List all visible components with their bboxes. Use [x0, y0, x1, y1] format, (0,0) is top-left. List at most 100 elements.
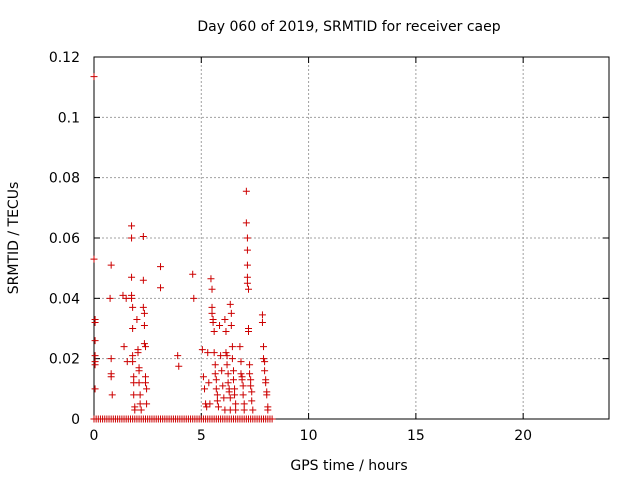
data-point	[129, 358, 137, 366]
data-point	[236, 343, 244, 351]
x-tick-label: 0	[90, 428, 99, 444]
data-point	[247, 382, 255, 390]
data-point	[157, 284, 165, 292]
data-point	[134, 349, 142, 357]
data-point	[140, 321, 148, 329]
data-point	[263, 391, 271, 399]
data-point	[107, 261, 115, 269]
data-point	[129, 303, 137, 311]
data-point	[237, 370, 245, 378]
y-tick-label: 0.04	[49, 291, 80, 307]
data-point	[219, 382, 227, 390]
y-tick-label: 0.1	[58, 110, 80, 126]
data-point	[130, 373, 138, 381]
data-point	[227, 321, 235, 329]
data-point	[91, 385, 99, 393]
data-point	[246, 370, 254, 378]
data-point	[210, 328, 218, 336]
data-point	[107, 373, 115, 381]
x-tick-label: 15	[407, 428, 425, 444]
data-point	[242, 219, 250, 227]
data-point	[133, 315, 141, 323]
data-point	[213, 391, 221, 399]
data-point	[91, 337, 99, 345]
data-point	[226, 394, 234, 402]
data-point	[261, 358, 269, 366]
data-point	[128, 273, 136, 281]
x-tick-label: 20	[514, 428, 532, 444]
data-point	[135, 379, 143, 387]
data-point	[157, 263, 165, 271]
data-point	[131, 406, 139, 414]
data-point	[90, 73, 98, 81]
data-point	[90, 415, 98, 423]
y-tick-label: 0.06	[49, 231, 80, 247]
data-point	[231, 391, 239, 399]
data-point	[225, 388, 233, 396]
data-point	[240, 400, 248, 408]
data-point	[207, 275, 215, 283]
data-point	[129, 352, 137, 360]
data-point	[140, 309, 148, 317]
data-point	[248, 388, 256, 396]
data-point	[247, 376, 255, 384]
data-point	[135, 367, 143, 375]
data-point	[198, 346, 206, 354]
x-tick-label: 10	[300, 428, 318, 444]
data-point	[216, 321, 224, 329]
y-axis-label: SRMTID / TECUs	[6, 182, 22, 295]
data-point	[91, 352, 99, 360]
grid-lines	[94, 57, 609, 419]
data-point	[227, 309, 235, 317]
data-point	[229, 367, 237, 375]
data-point	[190, 294, 198, 302]
data-point	[142, 373, 149, 381]
data-point	[91, 361, 99, 369]
data-point	[212, 376, 220, 384]
data-point	[143, 385, 151, 393]
data-point	[260, 343, 268, 351]
data-point	[130, 391, 138, 399]
data-point	[246, 361, 254, 369]
data-point	[245, 285, 252, 293]
chart-title: Day 060 of 2019, SRMTID for receiver cae…	[197, 19, 500, 35]
data-point	[140, 340, 148, 348]
data-point	[258, 311, 266, 319]
data-point	[206, 400, 214, 408]
data-point	[239, 382, 247, 390]
y-tick-label: 0.12	[49, 50, 80, 66]
data-point	[136, 391, 144, 399]
data-point	[142, 379, 149, 387]
data-point	[214, 403, 222, 411]
data-point	[213, 397, 221, 405]
data-point	[143, 400, 151, 408]
x-tick-label: 5	[197, 428, 206, 444]
data-point	[258, 318, 266, 326]
data-point	[211, 370, 219, 378]
data-point	[238, 376, 246, 384]
data-point	[228, 355, 236, 363]
data-point	[261, 367, 269, 375]
y-tick-label: 0.02	[49, 352, 80, 368]
y-tick-label: 0	[71, 412, 80, 428]
data-point	[91, 318, 99, 326]
data-point	[229, 376, 237, 384]
data-point	[220, 394, 228, 402]
data-point	[222, 349, 230, 357]
data-point	[268, 415, 276, 423]
data-point	[237, 358, 245, 366]
data-point	[204, 349, 212, 357]
axis-ticks: 0 5 10 15 20 0 0.02 0.04 0.06 0.08 0.1 0.12	[49, 50, 609, 444]
data-point	[243, 279, 251, 287]
data-point	[223, 352, 231, 360]
data-point	[242, 187, 250, 195]
data-point	[264, 406, 272, 414]
data-point	[218, 367, 226, 375]
data-point	[119, 291, 127, 299]
data-point	[128, 294, 136, 302]
data-point	[128, 222, 136, 230]
data-point	[201, 385, 209, 393]
data-point	[262, 379, 270, 387]
data-point	[243, 246, 251, 254]
